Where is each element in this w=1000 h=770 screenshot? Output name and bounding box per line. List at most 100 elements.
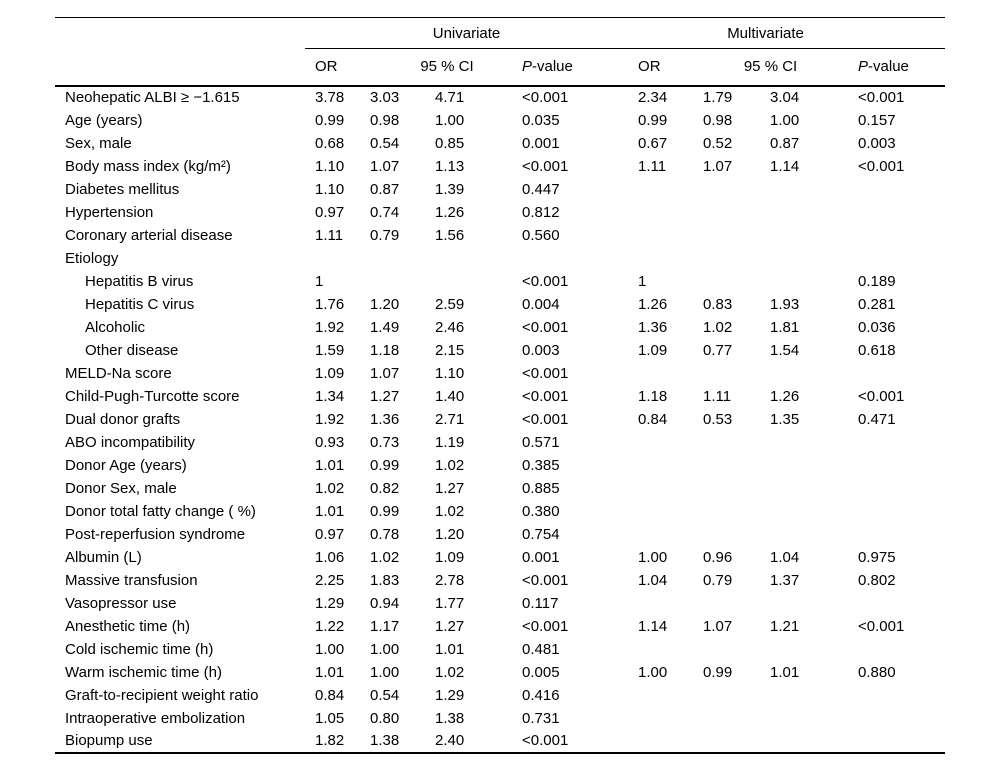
multi-ci-low-cell: 0.96 xyxy=(703,548,733,566)
multi-or-cell: 1.18 xyxy=(638,387,668,405)
uni-p-cell: 0.754 xyxy=(522,525,560,543)
uni-p-cell: <0.001 xyxy=(522,387,569,405)
uni-or-cell: 1.92 xyxy=(315,318,345,336)
uni-ci-high-cell: 1.29 xyxy=(435,686,465,704)
uni-p-cell: 0.885 xyxy=(522,479,560,497)
multivariate-ci-header: 95 % CI xyxy=(693,48,849,87)
multi-p-cell: <0.001 xyxy=(858,387,905,405)
uni-p-cell: <0.001 xyxy=(522,732,569,749)
uni-p-cell: 0.117 xyxy=(522,594,559,612)
multi-ci-low-cell xyxy=(693,178,760,201)
uni-ci-high-cell: 1.13 xyxy=(435,157,465,175)
multi-ci-low-cell xyxy=(693,730,760,753)
pvalue-italic-p: P xyxy=(522,58,533,76)
multi-or-cell: 1.09 xyxy=(638,341,668,359)
multi-p-cell xyxy=(848,730,945,753)
uni-ci-high-cell: 2.59 xyxy=(435,295,465,313)
uni-p-cell: 0.001 xyxy=(522,134,560,152)
multi-ci-high-cell: 1.04 xyxy=(770,548,800,566)
row-label: Graft-to-recipient weight ratio xyxy=(65,686,259,704)
table-row: Etiology xyxy=(55,247,945,270)
row-label: Cold ischemic time (h) xyxy=(65,640,214,658)
row-label: Dual donor grafts xyxy=(65,410,181,428)
univariate-or-header: OR xyxy=(305,48,360,87)
uni-or-cell: 1 xyxy=(315,272,324,290)
table-row: Body mass index (kg/m²) 1.10 1.07 1.13 <0.00… xyxy=(55,155,945,178)
multi-ci-high-cell: 3.04 xyxy=(770,89,800,106)
uni-p-cell: 0.571 xyxy=(522,433,560,451)
row-label: ABO incompatibility xyxy=(65,433,196,451)
uni-p-cell: 0.731 xyxy=(522,709,560,727)
uni-or-cell: 1.01 xyxy=(315,456,345,474)
regression-results-table: Univariate Multivariate OR 95 % CI P-val… xyxy=(55,17,946,754)
multi-p-cell: <0.001 xyxy=(858,89,905,106)
multi-ci-high-cell xyxy=(760,730,848,753)
multi-ci-high-cell xyxy=(760,500,848,523)
uni-ci-high-cell: 1.38 xyxy=(435,709,465,727)
multi-p-cell: 0.471 xyxy=(858,410,896,428)
uni-ci-high-cell: 2.71 xyxy=(435,410,465,428)
row-label: Etiology xyxy=(65,249,119,267)
multi-or-cell xyxy=(628,201,693,224)
empty-label-header-cell xyxy=(55,48,305,87)
uni-ci-low-cell: 0.87 xyxy=(370,180,400,198)
multi-p-cell xyxy=(848,500,945,523)
multi-or-cell: 0.84 xyxy=(638,410,668,428)
row-label: MELD-Na score xyxy=(65,364,172,382)
multi-p-cell: <0.001 xyxy=(858,157,905,175)
multi-p-cell xyxy=(848,201,945,224)
uni-p-cell: 0.004 xyxy=(522,295,560,313)
multi-or-cell xyxy=(628,592,693,615)
multi-ci-high-cell: 1.01 xyxy=(770,663,800,681)
uni-ci-high-cell xyxy=(425,247,512,270)
multi-ci-low-cell xyxy=(693,707,760,730)
empty-corner-cell xyxy=(55,18,305,49)
table-body: Neohepatic ALBI ≥ −1.615 3.78 3.03 4.71 <0.0… xyxy=(55,86,945,753)
table-row: Warm ischemic time (h) 1.01 1.00 1.02 0.005 1… xyxy=(55,661,945,684)
uni-ci-high-cell: 4.71 xyxy=(435,89,465,106)
uni-or-cell: 0.84 xyxy=(315,686,345,704)
multi-p-cell xyxy=(848,638,945,661)
multi-p-cell: 0.975 xyxy=(858,548,896,566)
row-label: Donor Sex, male xyxy=(65,479,177,497)
multi-ci-high-cell: 1.54 xyxy=(770,341,800,359)
uni-ci-high-cell: 1.27 xyxy=(435,617,465,635)
multi-or-cell: 2.34 xyxy=(638,89,668,106)
table-row: MELD-Na score 1.09 1.07 1.10 <0.001 xyxy=(55,362,945,385)
multi-p-cell xyxy=(848,707,945,730)
uni-p-cell: 0.416 xyxy=(522,686,560,704)
uni-or-cell xyxy=(305,247,360,270)
uni-or-cell: 0.99 xyxy=(315,111,345,129)
row-label: Age (years) xyxy=(65,111,143,129)
uni-p-cell: <0.001 xyxy=(522,157,569,175)
multi-p-cell xyxy=(848,523,945,546)
uni-ci-high-cell: 1.02 xyxy=(435,456,465,474)
multi-ci-low-cell: 1.11 xyxy=(703,387,732,405)
column-header-row: OR 95 % CI P-value OR 95 % CI P-value xyxy=(55,48,946,87)
multi-or-cell: 1.04 xyxy=(638,571,668,589)
multi-ci-high-cell: 0.87 xyxy=(770,134,800,152)
table-row: Donor Sex, male 1.02 0.82 1.27 0.885 xyxy=(55,477,945,500)
uni-or-cell: 1.34 xyxy=(315,387,345,405)
multi-ci-high-cell xyxy=(760,477,848,500)
multi-or-cell xyxy=(628,431,693,454)
uni-or-cell: 1.82 xyxy=(315,732,345,749)
uni-ci-high-cell: 1.09 xyxy=(435,548,465,566)
table-row: Sex, male 0.68 0.54 0.85 0.001 0.67 0.52 0.87 0.… xyxy=(55,132,945,155)
multi-or-cell xyxy=(628,247,693,270)
row-label: Warm ischemic time (h) xyxy=(65,663,222,681)
multi-p-cell: <0.001 xyxy=(858,617,905,635)
univariate-ci-header: 95 % CI xyxy=(360,48,512,87)
multi-ci-low-cell: 1.07 xyxy=(703,617,733,635)
multi-p-cell xyxy=(848,178,945,201)
table-row: Diabetes mellitus 1.10 0.87 1.39 0.447 xyxy=(55,178,945,201)
univariate-pvalue-header: P-value xyxy=(512,48,629,87)
uni-or-cell: 1.10 xyxy=(315,180,345,198)
multi-ci-low-cell: 0.98 xyxy=(703,111,733,129)
multi-ci-low-cell xyxy=(693,638,760,661)
uni-or-cell: 1.11 xyxy=(315,226,344,244)
uni-ci-low-cell: 1.49 xyxy=(370,318,400,336)
multi-ci-low-cell xyxy=(693,454,760,477)
multi-ci-low-cell: 1.02 xyxy=(703,318,733,336)
uni-p-cell: 0.035 xyxy=(522,111,560,129)
